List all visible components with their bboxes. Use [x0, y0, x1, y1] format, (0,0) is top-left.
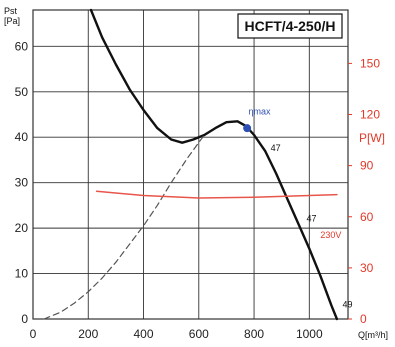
y-left-axis-label: Pst [4, 6, 18, 16]
y-right-tick-label: 120 [360, 108, 380, 122]
series-group [43, 8, 339, 321]
annotation-label: 47 [307, 213, 317, 223]
annotation-label: ηmax [249, 107, 272, 117]
x-tick-label: 400 [134, 327, 154, 341]
y-right-tick-label: 90 [360, 159, 374, 173]
y-right-tick-label: 60 [360, 210, 374, 224]
chart-title: HCFT/4-250/H [244, 18, 335, 34]
labels-group: 0 200 400 600 800 100001020304050600306090120… [4, 6, 388, 341]
y-left-tick-label: 40 [15, 130, 29, 144]
y-left-tick-label: 0 [21, 312, 28, 326]
y-left-tick-label: 50 [15, 85, 29, 99]
x-tick-label: 200 [78, 327, 98, 341]
x-tick-label: 0 [30, 327, 37, 341]
x-tick-label: 1000 [296, 327, 323, 341]
system-curve [43, 134, 205, 320]
y-right-tick-label: 30 [360, 261, 374, 275]
eta-max-point [243, 124, 252, 133]
y-right-tick-label: 0 [360, 312, 367, 326]
y-right-axis-label: P[W] [359, 131, 385, 145]
y-left-axis-unit: [Pa] [4, 16, 20, 26]
y-right-tick-label: 150 [360, 56, 380, 70]
y-left-tick-label: 30 [15, 176, 29, 190]
pressure-curve [89, 8, 339, 321]
x-axis-label: Q[m³/h] [358, 330, 388, 340]
x-tick-label: 600 [189, 327, 209, 341]
y-left-tick-label: 10 [15, 267, 29, 281]
chart-title-box [237, 13, 343, 39]
annotation-label: 47 [271, 143, 281, 153]
y-left-tick-label: 20 [15, 221, 29, 235]
power-curve [95, 190, 338, 199]
grid-group [32, 9, 352, 320]
y-left-tick-label: 60 [15, 39, 29, 53]
annotation-label: 49 [342, 300, 352, 310]
plot-frame [32, 9, 349, 320]
annotation-label: 230V [320, 230, 341, 240]
x-tick-label: 800 [244, 327, 264, 341]
